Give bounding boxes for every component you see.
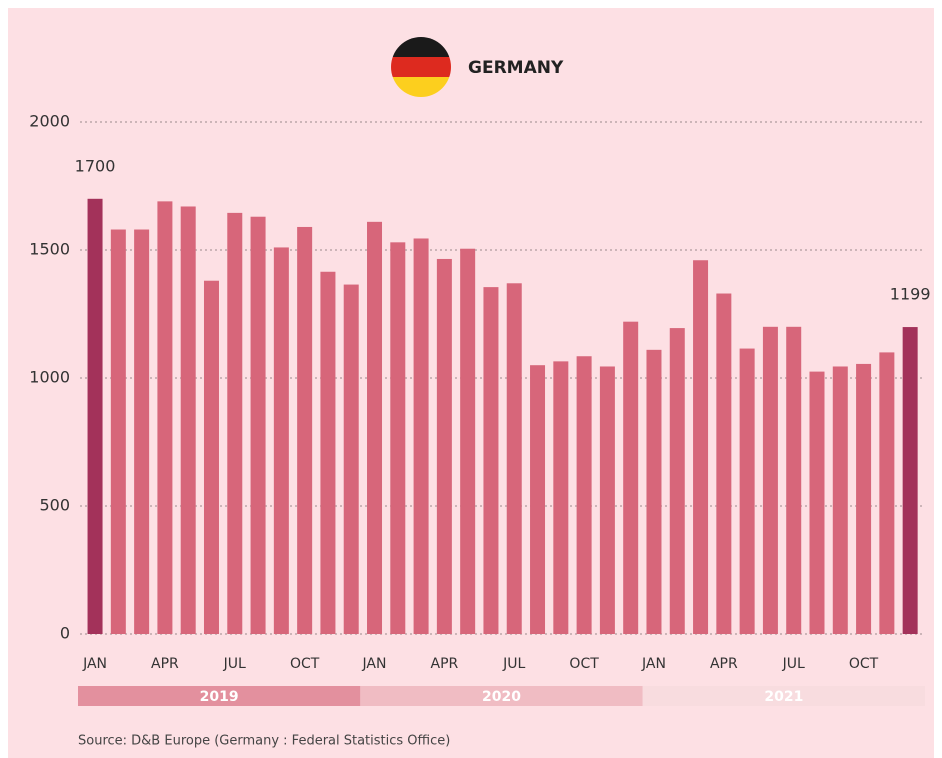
x-tick-label: APR [431, 656, 459, 672]
value-label: 1700 [75, 156, 116, 175]
chart-title: GERMANY [468, 58, 564, 78]
x-tick-label: JAN [362, 656, 387, 672]
bar [856, 363, 872, 634]
bar [273, 247, 289, 634]
y-tick-label: 2000 [29, 112, 70, 131]
year-label: 2019 [200, 689, 239, 705]
bar [716, 293, 732, 634]
x-tick-label: OCT [569, 656, 599, 672]
bar [623, 321, 639, 634]
x-tick-label: OCT [290, 656, 320, 672]
y-tick-label: 1000 [29, 368, 70, 387]
bar [87, 198, 103, 635]
bar [436, 258, 452, 634]
bar [343, 284, 359, 634]
bar [227, 212, 243, 634]
bar [134, 229, 150, 634]
bar [553, 361, 569, 634]
x-tick-label: JUL [502, 656, 525, 672]
bar [809, 371, 825, 634]
bar [739, 348, 755, 634]
bar [460, 248, 476, 634]
bar [483, 287, 499, 634]
x-tick-label: JUL [223, 656, 246, 672]
bar [157, 201, 173, 635]
year-band [78, 686, 361, 706]
x-tick-label: OCT [849, 656, 879, 672]
bar [902, 327, 918, 634]
bar [576, 356, 592, 634]
x-tick-label: APR [710, 656, 738, 672]
bar [530, 365, 546, 634]
value-label: 1199 [890, 285, 931, 304]
bar [506, 283, 522, 634]
bar [203, 280, 219, 634]
bar [599, 366, 615, 634]
year-label: 2021 [764, 689, 803, 705]
bar [297, 226, 313, 634]
x-tick-label: JAN [641, 656, 666, 672]
year-band [360, 686, 643, 706]
bar [320, 271, 336, 634]
bar [180, 206, 196, 635]
source: Source: D&B Europe (Germany : Federal St… [78, 734, 450, 749]
year-label: 2020 [482, 689, 521, 705]
bar [879, 352, 895, 634]
bar [693, 260, 709, 634]
x-tick-label: JUL [782, 656, 805, 672]
year-band [642, 686, 925, 706]
bar [367, 221, 383, 634]
x-tick-label: JAN [82, 656, 107, 672]
bar [250, 216, 266, 634]
bar [786, 326, 802, 634]
flag [391, 37, 451, 97]
y-tick-label: 1500 [29, 240, 70, 259]
bar [832, 366, 848, 634]
bar [646, 349, 662, 634]
y-tick-label: 0 [60, 624, 70, 643]
x-tick-label: APR [151, 656, 179, 672]
bar [110, 229, 126, 634]
bar [390, 242, 406, 634]
bar [762, 326, 778, 634]
bar [669, 328, 685, 634]
y-tick-label: 500 [39, 496, 70, 515]
bar [413, 238, 429, 635]
